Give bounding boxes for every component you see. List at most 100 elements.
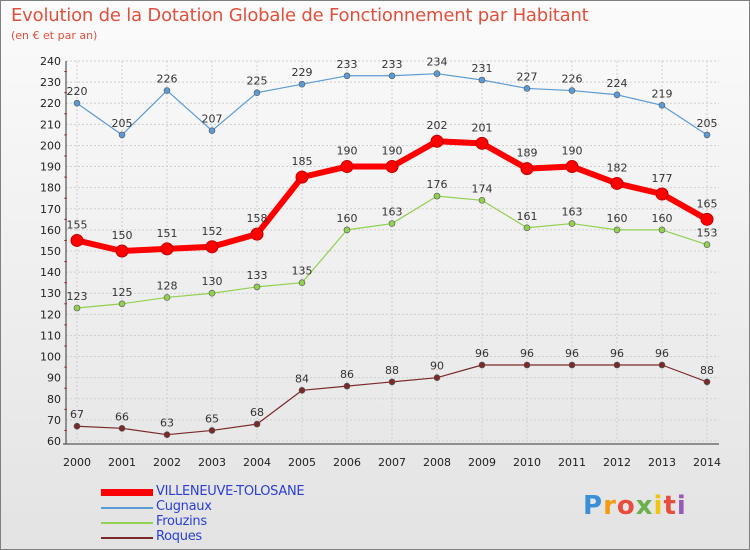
- data-label: 231: [472, 62, 493, 75]
- y-tick-label: 140: [40, 266, 61, 279]
- data-point: [475, 136, 489, 150]
- series-layer: [70, 70, 714, 438]
- data-point: [115, 244, 129, 258]
- data-label: 165: [697, 197, 718, 210]
- legend-swatch: [101, 537, 153, 539]
- data-label: 226: [157, 73, 178, 86]
- logo-letter: i: [653, 491, 664, 521]
- y-tick-label: 60: [47, 435, 61, 448]
- y-tick-label: 80: [47, 393, 61, 406]
- data-point: [208, 427, 216, 434]
- y-tick-label: 230: [40, 76, 61, 89]
- data-point: [343, 382, 351, 390]
- x-tick-label: 2011: [558, 456, 586, 469]
- x-tick-label: 2004: [243, 456, 271, 469]
- data-label: 160: [607, 212, 628, 225]
- data-point: [73, 304, 81, 312]
- y-tick-label: 160: [40, 224, 61, 237]
- data-label: 161: [517, 210, 538, 223]
- legend-swatch: [101, 507, 153, 509]
- data-label: 155: [67, 218, 88, 231]
- data-label: 123: [67, 290, 88, 303]
- y-tick-label: 120: [40, 308, 61, 321]
- chart-title: Evolution de la Dotation Globale de Fonc…: [11, 5, 589, 26]
- x-tick-label: 2001: [108, 456, 136, 469]
- y-tick-label: 220: [40, 97, 61, 110]
- data-label: 224: [607, 77, 628, 90]
- data-point: [703, 241, 711, 248]
- data-label: 88: [385, 364, 399, 377]
- data-label: 158: [247, 212, 268, 225]
- data-point: [253, 89, 261, 96]
- data-point: [388, 220, 396, 227]
- data-point: [298, 387, 306, 394]
- data-point: [700, 212, 714, 226]
- logo-letter: t: [663, 491, 677, 521]
- x-tick-label: 2002: [153, 456, 181, 469]
- y-tick-label: 240: [40, 55, 61, 68]
- data-label: 88: [700, 364, 714, 377]
- x-tick-label: 2013: [648, 456, 676, 469]
- data-point: [388, 72, 396, 80]
- legend-swatch: [101, 489, 153, 496]
- data-label: 128: [157, 279, 178, 292]
- x-tick-label: 2003: [198, 456, 226, 469]
- x-tick-label: 2010: [513, 456, 541, 469]
- data-label: 65: [205, 412, 219, 425]
- x-tick-label: 2014: [693, 456, 721, 469]
- x-tick-label: 2007: [378, 456, 406, 469]
- legend-label: Frouzins: [156, 514, 207, 529]
- data-label: 220: [67, 85, 88, 98]
- data-point: [703, 378, 711, 386]
- data-label: 176: [427, 178, 448, 191]
- data-label: 96: [475, 347, 489, 360]
- legend-item-frouzins[interactable]: Frouzins: [101, 514, 401, 529]
- data-label: 163: [382, 206, 403, 219]
- data-label: 96: [565, 347, 579, 360]
- data-label: 67: [70, 408, 84, 421]
- data-label: 207: [202, 113, 223, 126]
- data-label: 219: [652, 87, 673, 100]
- data-label: 153: [697, 227, 718, 240]
- data-label: 63: [160, 417, 174, 430]
- data-label: 84: [295, 372, 309, 385]
- data-label: 226: [562, 73, 583, 86]
- data-point: [430, 134, 444, 148]
- data-label: 96: [610, 347, 624, 360]
- data-label: 190: [562, 145, 583, 158]
- data-point: [658, 226, 666, 234]
- data-label: 163: [562, 206, 583, 219]
- data-label: 160: [652, 212, 673, 225]
- data-label: 190: [337, 145, 358, 158]
- legend-item-roques[interactable]: Roques: [101, 529, 401, 544]
- y-tick-label: 170: [40, 203, 61, 216]
- data-point: [478, 76, 486, 84]
- data-label: 135: [292, 265, 313, 278]
- data-point: [613, 361, 621, 369]
- data-label: 151: [157, 227, 178, 240]
- y-tick-label: 70: [47, 414, 61, 427]
- proxiti-logo: Proxiti: [583, 491, 687, 521]
- data-label: 201: [472, 121, 493, 134]
- x-tick-label: 2006: [333, 456, 361, 469]
- data-point: [478, 197, 486, 204]
- data-point: [163, 87, 171, 94]
- chart-subtitle: (en € et par an): [11, 29, 98, 42]
- data-point: [613, 91, 621, 99]
- y-tick-label: 180: [40, 182, 61, 195]
- data-point: [160, 242, 174, 256]
- data-point: [568, 87, 576, 94]
- data-point: [703, 131, 711, 139]
- legend-item-cugnaux[interactable]: Cugnaux: [101, 499, 401, 514]
- legend-item-villeneuve[interactable]: VILLENEUVE-TOLOSANE: [101, 484, 401, 499]
- y-tick-label: 210: [40, 118, 61, 131]
- data-point: [298, 80, 306, 88]
- label-layer: 220 205 226 207 225 229 233 233 234 231 227 226 224 2…: [67, 56, 718, 430]
- data-label: 133: [247, 269, 268, 282]
- data-point: [163, 431, 171, 438]
- data-label: 174: [472, 182, 493, 195]
- data-label: 229: [292, 66, 313, 79]
- data-point: [610, 176, 624, 190]
